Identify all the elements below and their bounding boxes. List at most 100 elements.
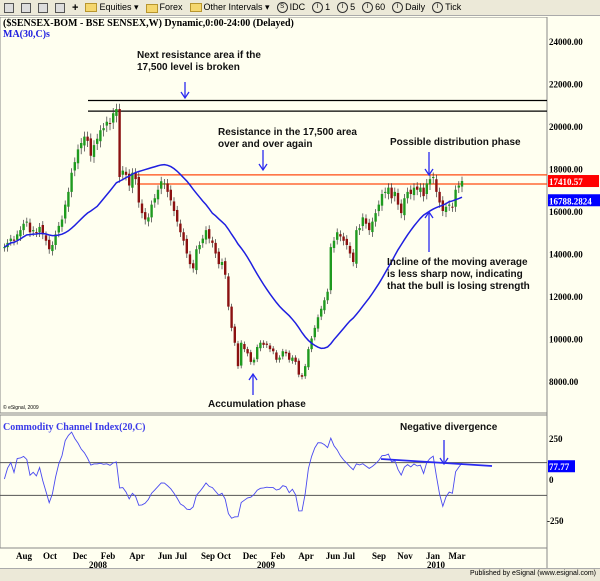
price-tick-label: 8000.00 bbox=[549, 377, 579, 387]
page-icon[interactable] bbox=[55, 2, 65, 13]
candle-body bbox=[144, 212, 147, 220]
candle-body bbox=[76, 149, 80, 164]
candle-body bbox=[403, 198, 406, 216]
candle-body bbox=[249, 352, 252, 362]
candle-body bbox=[409, 189, 412, 194]
moving-average-line bbox=[3, 163, 463, 350]
candle-body bbox=[422, 187, 425, 197]
candle-body bbox=[316, 317, 320, 329]
month-tick-label: Apr bbox=[129, 551, 145, 561]
toolbar-forex[interactable]: Forex bbox=[145, 2, 183, 13]
price-tick-label: 20000.00 bbox=[549, 122, 583, 132]
candle-body bbox=[320, 308, 323, 317]
candle-body bbox=[336, 232, 339, 240]
candle-body bbox=[176, 209, 179, 222]
candle-body bbox=[195, 249, 198, 271]
candle-body bbox=[256, 347, 259, 360]
candle-body bbox=[208, 229, 211, 239]
toolbar-interval-daily[interactable]: I Daily bbox=[392, 2, 425, 14]
price-tick-label: 10000.00 bbox=[549, 335, 583, 345]
candle-body bbox=[432, 177, 435, 179]
annotation-line: 17,500 level is broken bbox=[137, 62, 240, 73]
toolbar-equities[interactable]: Equities ▾ bbox=[85, 2, 139, 13]
year-tick-label: 2009 bbox=[257, 560, 276, 568]
candle-body bbox=[9, 238, 12, 242]
toolbar: + Equities ▾ Forex Other Intervals ▾ S ID… bbox=[0, 0, 600, 16]
candle-body bbox=[435, 179, 438, 192]
candle-body bbox=[83, 136, 86, 146]
toolbar-interval-60[interactable]: I 60 bbox=[362, 2, 385, 14]
arrow-down-icon bbox=[258, 163, 268, 172]
arrow-down-icon bbox=[424, 168, 434, 177]
candle-body bbox=[352, 252, 355, 262]
candle-body bbox=[70, 172, 73, 192]
month-tick-label: Nov bbox=[397, 551, 413, 561]
candle-body bbox=[99, 130, 102, 142]
candle-body bbox=[67, 191, 70, 207]
folder-icon bbox=[85, 3, 98, 13]
candle-body bbox=[86, 136, 89, 141]
month-tick-label: Mar bbox=[449, 551, 466, 561]
link-icon[interactable] bbox=[38, 2, 48, 13]
candle-body bbox=[390, 187, 393, 199]
candle-body bbox=[80, 143, 83, 149]
stock-chart[interactable]: 24000.00 22000.00 20000.00 18000.00 16000.00… bbox=[0, 17, 600, 568]
annotation-accumulation: Accumulation phase bbox=[208, 399, 306, 411]
interval-label: 1 bbox=[325, 1, 331, 12]
price-tick-label: 12000.00 bbox=[549, 292, 583, 302]
price-tick-label: 18000.00 bbox=[549, 165, 583, 175]
layout-icon[interactable] bbox=[4, 2, 14, 13]
candle-body bbox=[268, 345, 272, 350]
annotation-distribution: Possible distribution phase bbox=[390, 137, 521, 149]
month-tick-label: Apr bbox=[298, 551, 314, 561]
candle-body bbox=[307, 349, 310, 368]
price-tick-label: 22000.00 bbox=[549, 80, 583, 90]
candle-body bbox=[384, 191, 387, 193]
candle-body bbox=[243, 343, 246, 350]
candle-body bbox=[342, 236, 345, 241]
candle-body bbox=[147, 217, 150, 222]
candle-body bbox=[460, 181, 464, 187]
candle-body bbox=[364, 218, 368, 224]
candle-body bbox=[35, 232, 38, 234]
arrow-up-icon bbox=[248, 372, 258, 381]
candle-body bbox=[137, 176, 140, 203]
candle-body bbox=[105, 121, 108, 126]
month-tick-label: Jan bbox=[426, 551, 440, 561]
ma-last-value: 16788.2824 bbox=[549, 196, 592, 206]
annotation-line: is less sharp now, indicating bbox=[387, 269, 523, 280]
interval-label: Tick bbox=[445, 1, 462, 12]
cci-label: Commodity Channel Index(20,C) bbox=[3, 422, 146, 433]
idc-label: IDC bbox=[289, 1, 306, 12]
candle-body bbox=[224, 261, 227, 275]
last-price-flag bbox=[548, 175, 599, 188]
month-tick-label: Dec bbox=[73, 551, 88, 561]
candle-body bbox=[284, 351, 288, 354]
candle-body bbox=[428, 179, 432, 185]
candle-body bbox=[304, 366, 307, 377]
price-tick-label: 16000.00 bbox=[549, 207, 583, 217]
candle-body bbox=[73, 162, 76, 171]
candle-body bbox=[393, 191, 396, 197]
candle-body bbox=[134, 172, 137, 180]
candle-body bbox=[448, 204, 451, 206]
year-tick-label: 2008 bbox=[89, 560, 108, 568]
annotation-line: Resistance in the 17,500 area bbox=[218, 127, 357, 138]
toolbar-interval-tick[interactable]: I Tick bbox=[432, 1, 462, 14]
interval-icon: I bbox=[337, 2, 349, 14]
new-chart-icon[interactable] bbox=[21, 2, 31, 13]
candle-body bbox=[444, 206, 448, 213]
candle-body bbox=[198, 245, 201, 250]
candle-body bbox=[323, 300, 326, 311]
candle-body bbox=[387, 187, 390, 195]
candle-body bbox=[188, 254, 192, 265]
plus-icon[interactable]: + bbox=[72, 1, 79, 14]
toolbar-other-intervals[interactable]: Other Intervals ▾ bbox=[189, 2, 270, 13]
publisher-note: Published by eSignal (www.esignal.com) bbox=[469, 570, 596, 577]
toolbar-idc[interactable]: S IDC bbox=[276, 1, 306, 14]
candle-body bbox=[230, 306, 233, 328]
cci-value-flag bbox=[548, 460, 575, 473]
last-price-value: 17410.57 bbox=[549, 177, 583, 187]
